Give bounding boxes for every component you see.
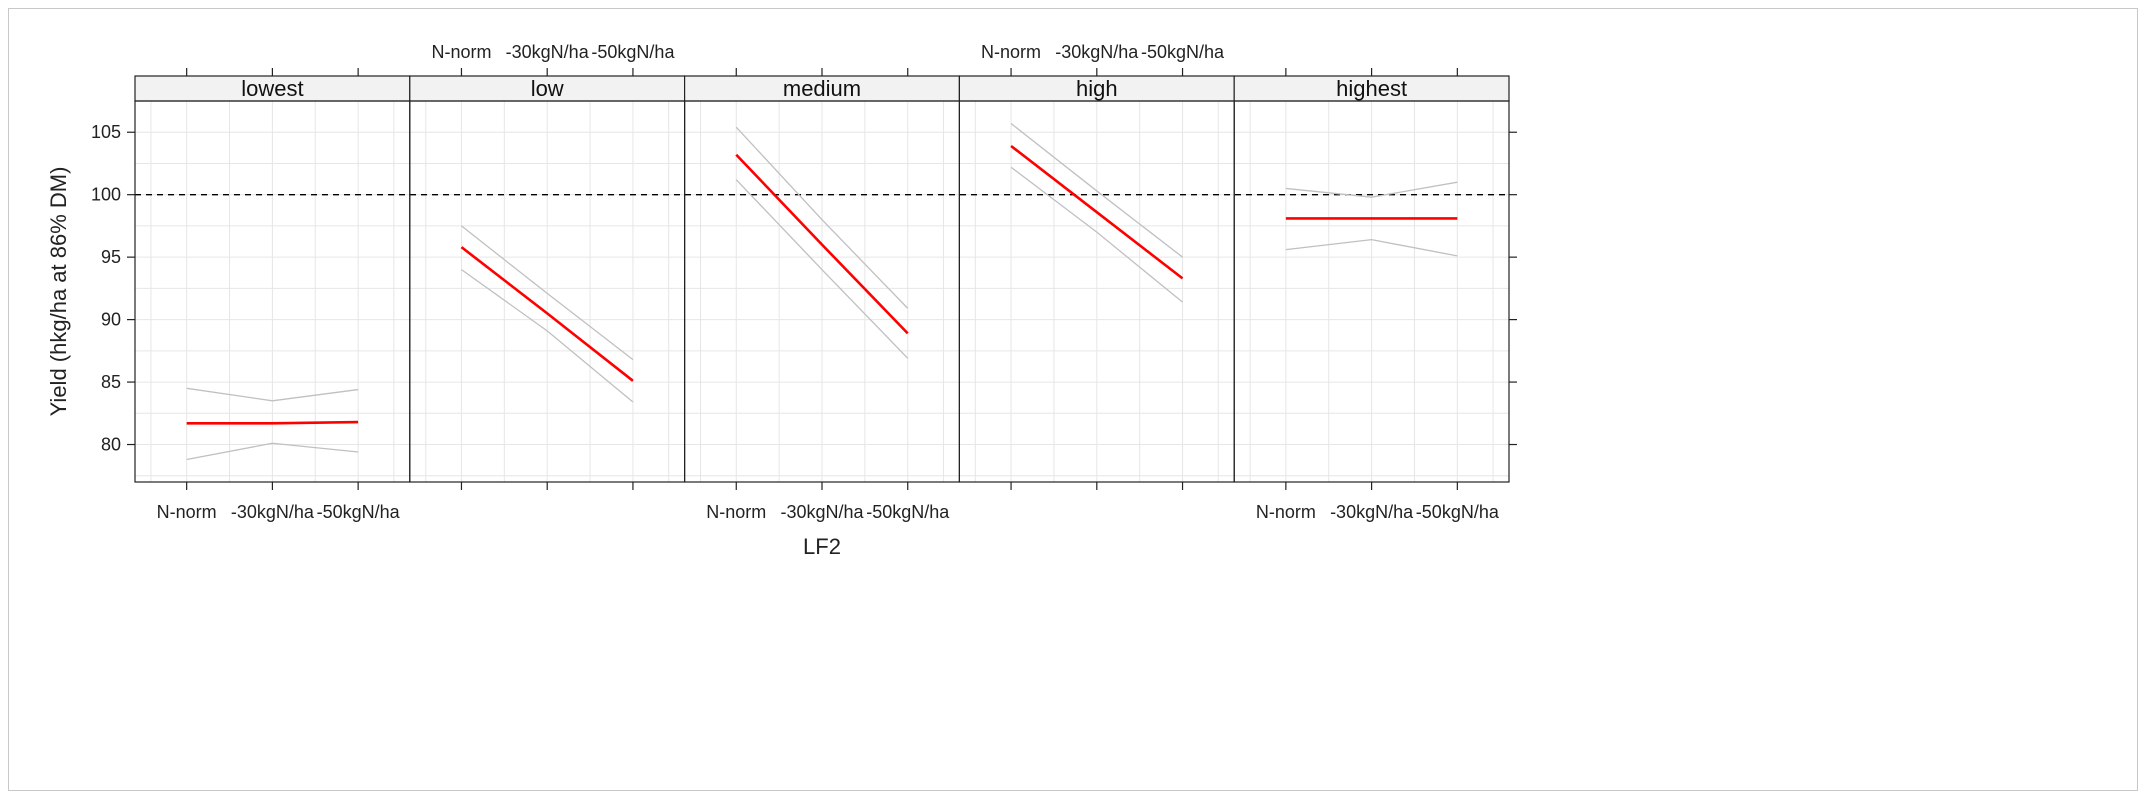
x-axis-title: LF2: [803, 534, 841, 559]
y-tick-label: 80: [101, 435, 121, 455]
strip-label: highest: [1336, 76, 1407, 101]
y-tick-label: 100: [91, 185, 121, 205]
x-tick-label-top: -50kgN/ha: [591, 42, 675, 62]
lower-band-line: [735, 179, 909, 359]
y-tick-label: 95: [101, 247, 121, 267]
x-tick-label: N-norm: [1256, 502, 1316, 522]
lower-band-line: [1010, 166, 1183, 303]
fit-line: [186, 420, 359, 425]
x-tick-label: -30kgN/ha: [231, 502, 315, 522]
y-tick-label: 105: [91, 122, 121, 142]
x-tick-label: -50kgN/ha: [317, 502, 401, 522]
strip-label: lowest: [241, 76, 303, 101]
strip-label: high: [1076, 76, 1118, 101]
upper-band-line: [186, 387, 359, 402]
x-tick-label-top: N-norm: [431, 42, 491, 62]
upper-band-line: [461, 225, 634, 361]
y-tick-label: 90: [101, 310, 121, 330]
x-tick-label: N-norm: [157, 502, 217, 522]
strip-label: low: [531, 76, 564, 101]
x-tick-label: -50kgN/ha: [1416, 502, 1500, 522]
x-tick-label: N-norm: [706, 502, 766, 522]
figure-frame: [8, 8, 2138, 791]
x-tick-label: -30kgN/ha: [780, 502, 864, 522]
upper-band-line: [735, 126, 909, 309]
x-tick-label: -50kgN/ha: [866, 502, 950, 522]
lower-band-line: [1285, 239, 1458, 257]
strip-label: medium: [783, 76, 861, 101]
strip-lowest: [134, 75, 411, 102]
upper-band-line: [1285, 181, 1458, 198]
x-tick-label: -30kgN/ha: [1330, 502, 1414, 522]
upper-band-line: [1010, 122, 1183, 258]
y-tick-label: 85: [101, 372, 121, 392]
y-axis-title: Yield (hkg/ha at 86% DM): [46, 167, 71, 417]
x-tick-label-top: -30kgN/ha: [506, 42, 590, 62]
x-tick-label-top: -30kgN/ha: [1055, 42, 1139, 62]
lower-band-line: [186, 442, 359, 461]
x-tick-label-top: -50kgN/ha: [1141, 42, 1225, 62]
lower-band-line: [461, 269, 634, 403]
x-tick-label-top: N-norm: [981, 42, 1041, 62]
